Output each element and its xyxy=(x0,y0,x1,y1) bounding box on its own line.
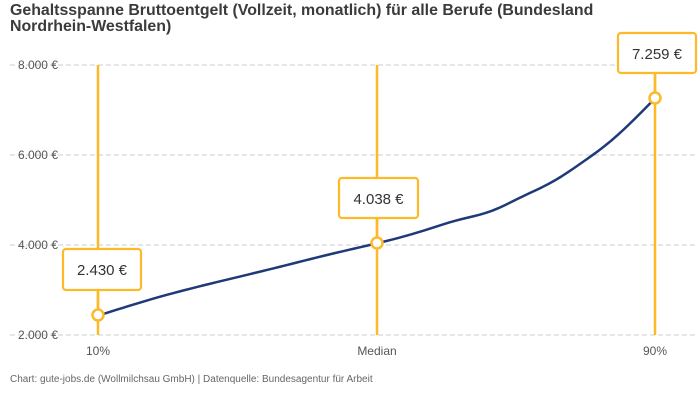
svg-text:4.000 €: 4.000 € xyxy=(18,238,58,252)
svg-text:Median: Median xyxy=(357,344,396,358)
svg-text:7.259 €: 7.259 € xyxy=(632,46,683,63)
svg-text:6.000 €: 6.000 € xyxy=(18,148,58,162)
svg-text:2.000 €: 2.000 € xyxy=(18,328,58,342)
svg-text:8.000 €: 8.000 € xyxy=(18,58,58,72)
svg-text:2.430 €: 2.430 € xyxy=(77,262,128,279)
svg-text:4.038 €: 4.038 € xyxy=(353,191,404,208)
svg-text:90%: 90% xyxy=(643,344,667,358)
svg-text:10%: 10% xyxy=(86,344,110,358)
